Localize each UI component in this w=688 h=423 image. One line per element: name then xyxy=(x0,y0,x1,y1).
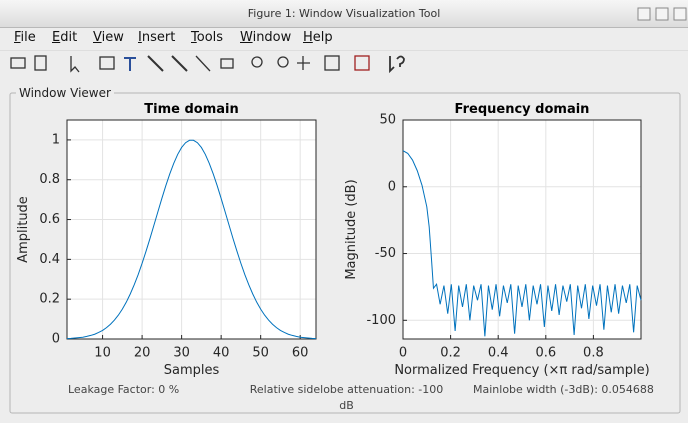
double-arrow-icon[interactable] xyxy=(147,55,164,72)
arrow-icon[interactable] xyxy=(171,55,188,72)
maximize-button[interactable] xyxy=(655,7,669,21)
zoom-in-icon[interactable] xyxy=(251,56,263,68)
x-axis-label: Samples xyxy=(164,363,220,378)
x-tick-label: 0.2 xyxy=(440,346,461,361)
axes-box xyxy=(66,119,317,340)
menu-item[interactable]: Help xyxy=(303,30,333,45)
x-tick-label: 40 xyxy=(213,346,230,361)
x-tick-label: 0 xyxy=(399,346,407,361)
y-tick-label: 0 xyxy=(388,179,396,194)
y-tick-label: -100 xyxy=(366,313,396,328)
menu-item[interactable]: File xyxy=(14,30,36,45)
menu-item[interactable]: Insert xyxy=(138,30,176,45)
x-tick-label: 0.6 xyxy=(535,346,556,361)
menu-bar: File Edit View Insert Tools Window Help xyxy=(0,28,688,48)
x-tick-label: 60 xyxy=(292,346,309,361)
panel-title: Window Viewer xyxy=(16,86,114,100)
x-axis-label: Normalized Frequency (×π rad/sample) xyxy=(394,363,649,378)
y-tick-label: 1 xyxy=(52,132,60,147)
x-tick-label: 0.4 xyxy=(488,346,509,361)
leakage-factor: Leakage Factor: 0 % xyxy=(68,383,180,396)
pan-icon[interactable] xyxy=(297,56,310,70)
text-icon[interactable] xyxy=(124,57,136,71)
data-line xyxy=(402,150,642,337)
print-icon[interactable] xyxy=(10,57,26,69)
menu-item[interactable]: Edit xyxy=(52,30,78,45)
axes-box xyxy=(402,119,642,340)
y-tick-label: -50 xyxy=(375,246,396,261)
zoom-out-icon[interactable] xyxy=(277,56,289,68)
menu-item[interactable]: Window xyxy=(240,30,292,45)
menu-item[interactable]: Tools xyxy=(191,30,224,45)
y-axis-label: Magnitude (dB) xyxy=(344,179,359,279)
x-tick-label: 30 xyxy=(173,346,190,361)
minimize-button[interactable] xyxy=(637,7,651,21)
chart-title: Time domain xyxy=(144,102,238,117)
toolbar xyxy=(0,50,688,74)
preview-icon[interactable] xyxy=(34,55,47,71)
help-icon[interactable] xyxy=(389,55,405,74)
pin-icon[interactable] xyxy=(220,58,234,69)
panel-border xyxy=(9,92,681,414)
x-tick-label: 0.8 xyxy=(583,346,604,361)
y-tick-label: 50 xyxy=(379,113,396,128)
fit-icon[interactable] xyxy=(324,55,340,71)
menu-item[interactable]: View xyxy=(93,30,124,45)
line-icon[interactable] xyxy=(195,55,211,72)
select-icon[interactable] xyxy=(70,56,80,73)
window-buttons xyxy=(637,7,687,21)
x-tick-label: 50 xyxy=(252,346,269,361)
legend-icon[interactable] xyxy=(354,55,370,71)
rect-icon[interactable] xyxy=(99,56,115,70)
mainlobe-width: Mainlobe width (-3dB): 0.054688 xyxy=(473,383,654,396)
axes-background xyxy=(67,120,316,339)
title-bar: Figure 1: Window Visualization Tool xyxy=(0,0,688,28)
y-tick-label: 0 xyxy=(52,332,60,347)
data-line xyxy=(66,139,317,340)
y-tick-label: 0.2 xyxy=(39,292,60,307)
x-tick-label: 20 xyxy=(134,346,151,361)
x-tick-label: 10 xyxy=(94,346,111,361)
sidelobe-attenuation: Relative sidelobe attenuation: -100 dB xyxy=(249,383,444,412)
close-button[interactable] xyxy=(673,7,687,21)
y-axis-label: Amplitude xyxy=(16,196,31,263)
y-tick-label: 0.6 xyxy=(39,212,60,227)
y-tick-label: 0.8 xyxy=(39,172,60,187)
y-tick-label: 0.4 xyxy=(39,252,60,267)
chart-title: Frequency domain xyxy=(455,102,590,117)
